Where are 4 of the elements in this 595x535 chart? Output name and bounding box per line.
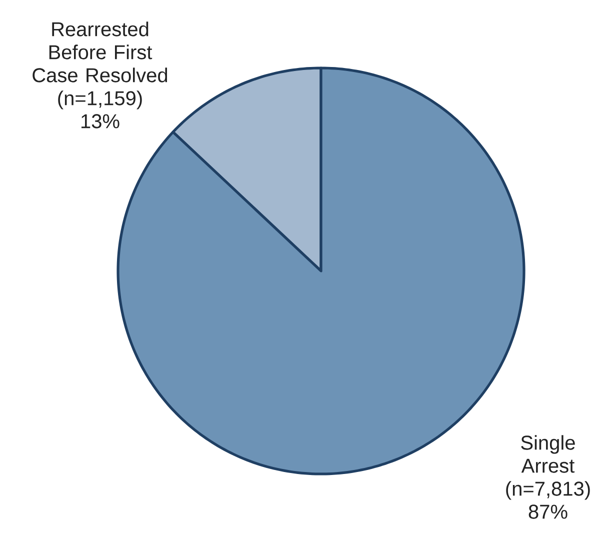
data-label: 13%	[82, 114, 120, 128]
slice-label: Rearrested Before First Case Resolved (n=1,159)	[32, 22, 168, 110]
data-label: 87%	[528, 504, 568, 519]
slice-label: Single Arrest (n=7,813)	[506, 435, 590, 500]
